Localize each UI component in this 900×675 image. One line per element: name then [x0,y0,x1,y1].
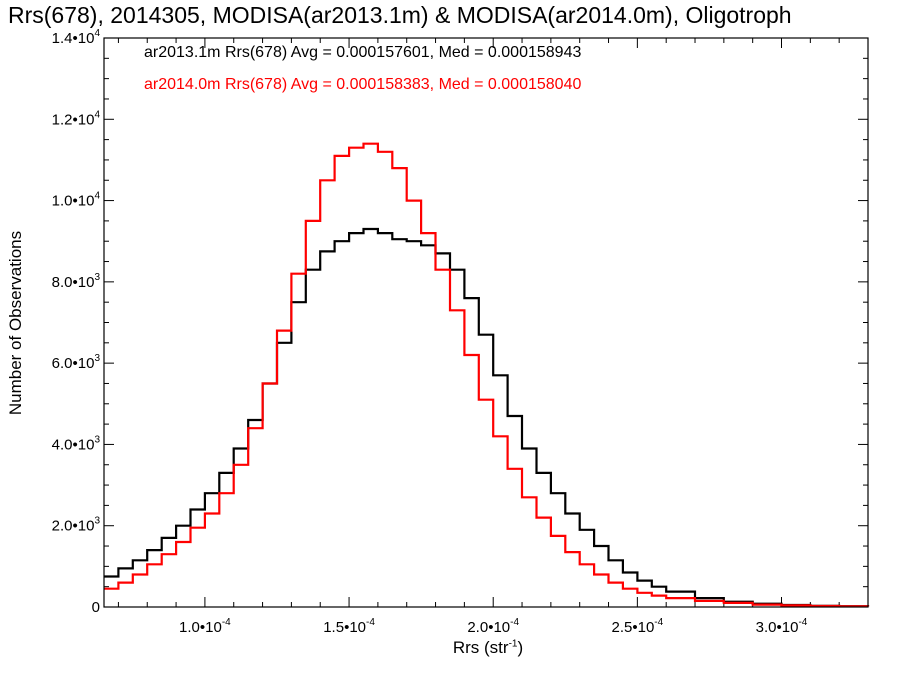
x-tick-label: 2.5•10-4 [612,617,664,636]
x-axis-label-exponent: -1 [508,638,518,650]
legend-series-2: ar2014.0m Rrs(678) Avg = 0.000158383, Me… [144,76,582,93]
x-tick-label: 1.0•10-4 [179,617,231,636]
y-tick-label: 4.0•103 [52,434,101,453]
x-axis-label-text: Rrs (str [452,638,509,657]
y-tick-label: 0 [92,599,100,616]
series-group [104,142,870,608]
y-tick-label: 6.0•103 [52,353,101,372]
y-tick-label: 8.0•103 [52,272,101,291]
x-tick-label: 2.0•10-4 [467,617,519,636]
series-line-2 [104,142,870,608]
chart-title: Rrs(678), 2014305, MODISA(ar2013.1m) & M… [8,2,792,28]
legend-series-1: ar2013.1m Rrs(678) Avg = 0.000157601, Me… [144,44,582,61]
axis-ticks: 1.0•10-4 1.5•10-4 2.0•10-4 2.5•10-4 3.0•10-4… [52,28,868,636]
y-tick-label: 1.0•104 [52,191,101,210]
plot-frame [103,37,869,608]
series-line-1 [104,227,870,608]
x-axis-label: Rrs (str-1) [453,638,523,658]
x-axis-label-close: ) [517,638,524,657]
y-tick-label: 1.2•104 [52,109,101,128]
x-tick-label: 1.5•10-4 [323,617,375,636]
y-tick-label: 1.4•104 [52,28,101,47]
y-tick-label: 2.0•103 [52,516,101,535]
y-axis-label: Number of Observations [6,230,25,416]
x-tick-label: 3.0•10-4 [756,617,808,636]
